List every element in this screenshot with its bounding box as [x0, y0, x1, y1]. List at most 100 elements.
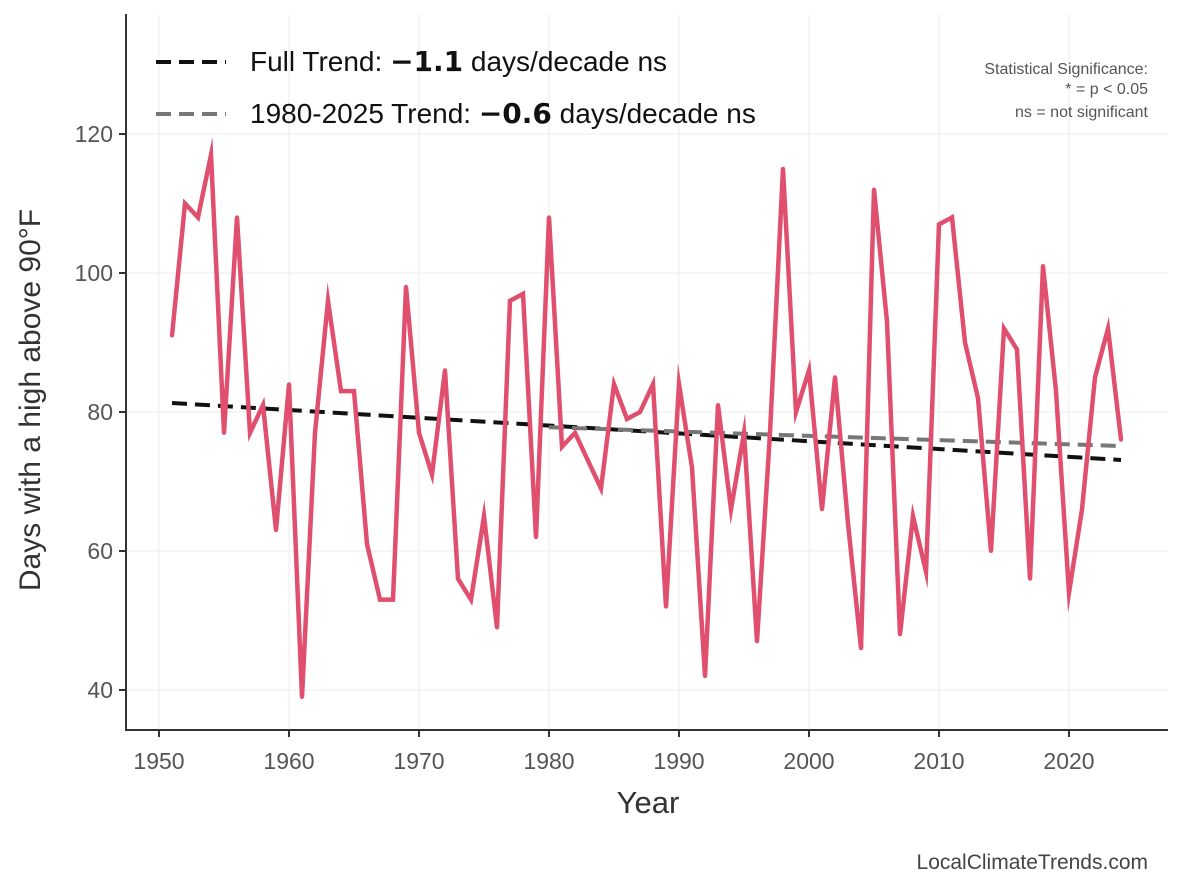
- data-point: [469, 597, 473, 602]
- x-tick-label: 1950: [133, 748, 184, 774]
- data-point: [846, 521, 850, 526]
- data-point: [638, 410, 642, 414]
- data-point: [755, 639, 759, 644]
- data-point: [170, 333, 174, 338]
- data-point: [378, 597, 382, 602]
- data-point: [352, 389, 356, 394]
- x-tick-label: 2000: [783, 748, 834, 774]
- data-point: [547, 215, 551, 220]
- data-point: [768, 430, 772, 435]
- data-point: [911, 514, 915, 519]
- data-point: [456, 576, 460, 581]
- data-point: [833, 375, 837, 380]
- data-point: [391, 597, 395, 602]
- data-point: [963, 340, 967, 345]
- annotation-line: Statistical Significance:: [984, 61, 1148, 78]
- data-point: [989, 549, 993, 553]
- data-point: [365, 542, 369, 547]
- data-point: [1028, 576, 1032, 581]
- significance-annotation: Statistical Significance: * = p < 0.05 n…: [984, 61, 1148, 121]
- data-point: [1054, 389, 1058, 394]
- data-point: [625, 416, 629, 421]
- annotation-line: ns = not significant: [1015, 104, 1149, 121]
- data-point: [560, 444, 564, 449]
- data-point: [261, 403, 265, 408]
- data-point: [222, 430, 226, 435]
- data-point: [1119, 437, 1123, 442]
- data-point: [287, 382, 291, 387]
- y-tick-label: 40: [87, 677, 113, 703]
- data-point: [248, 430, 252, 435]
- y-tick-label: 60: [87, 538, 113, 564]
- data-point: [664, 604, 668, 609]
- legend-label-1980-trend: 1980-2025 Trend: −0.6 days/decade ns: [250, 97, 756, 130]
- data-point: [1067, 590, 1071, 595]
- data-point: [1015, 347, 1019, 352]
- data-point: [612, 382, 616, 387]
- data-point: [690, 465, 694, 470]
- data-point: [924, 569, 928, 574]
- data-point: [651, 382, 655, 387]
- data-point: [508, 298, 512, 303]
- data-point: [339, 389, 343, 394]
- data-point: [729, 507, 733, 512]
- x-tick-label: 2010: [913, 748, 964, 774]
- x-axis-label: Year: [617, 785, 680, 820]
- series-line: [169, 136, 1124, 698]
- recent-trend-line: [548, 425, 1122, 449]
- y-tick-label: 80: [87, 399, 113, 425]
- data-point: [430, 472, 434, 477]
- data-point: [300, 694, 304, 699]
- data-point: [885, 319, 889, 324]
- data-series: [169, 136, 1124, 699]
- data-point: [794, 410, 798, 414]
- data-point: [482, 514, 486, 519]
- y-tick-label: 100: [75, 260, 113, 286]
- x-tick-label: 1970: [393, 748, 444, 774]
- data-point: [1106, 326, 1110, 331]
- data-point: [820, 507, 824, 512]
- x-tick-label: 2020: [1043, 748, 1094, 774]
- data-point: [976, 396, 980, 401]
- data-point: [326, 298, 330, 303]
- data-point: [1093, 375, 1097, 380]
- x-ticks: 1950 1960 1970 1980 1990 2000 2010 2020: [133, 730, 1095, 774]
- data-point: [937, 222, 941, 227]
- x-tick-label: 1990: [653, 748, 704, 774]
- data-point: [313, 430, 317, 435]
- data-point: [196, 215, 200, 220]
- data-point: [781, 166, 785, 171]
- legend: Full Trend: −1.1 days/decade ns 1980-202…: [156, 45, 756, 130]
- data-point: [1080, 507, 1084, 512]
- data-point: [521, 291, 525, 296]
- data-point: [599, 486, 603, 491]
- data-point: [404, 284, 408, 289]
- data-point: [417, 430, 421, 435]
- site-credit: LocalClimateTrends.com: [917, 851, 1148, 874]
- data-point: [274, 528, 278, 533]
- y-ticks: 40 60 80 100 120: [75, 121, 126, 703]
- data-point: [183, 201, 187, 206]
- data-point: [586, 458, 590, 463]
- y-axis-label: Days with a high above 90°F: [14, 209, 47, 591]
- legend-label-full-trend: Full Trend: −1.1 days/decade ns: [250, 45, 667, 78]
- annotation-line: * = p < 0.05: [1065, 81, 1148, 98]
- x-tick-label: 1960: [263, 748, 314, 774]
- data-point: [1041, 264, 1045, 269]
- data-point: [872, 187, 876, 192]
- data-point: [807, 368, 811, 373]
- data-point: [898, 632, 902, 637]
- data-point: [742, 430, 746, 435]
- data-point: [1002, 326, 1006, 331]
- data-point: [677, 382, 681, 387]
- x-tick-label: 1980: [523, 748, 574, 774]
- data-point: [950, 215, 954, 220]
- data-point: [703, 674, 707, 679]
- data-point: [235, 215, 239, 220]
- full-trend-line: [171, 400, 1122, 462]
- data-point: [573, 430, 577, 435]
- data-point: [495, 625, 499, 630]
- data-point: [859, 646, 863, 651]
- y-tick-label: 120: [75, 121, 113, 147]
